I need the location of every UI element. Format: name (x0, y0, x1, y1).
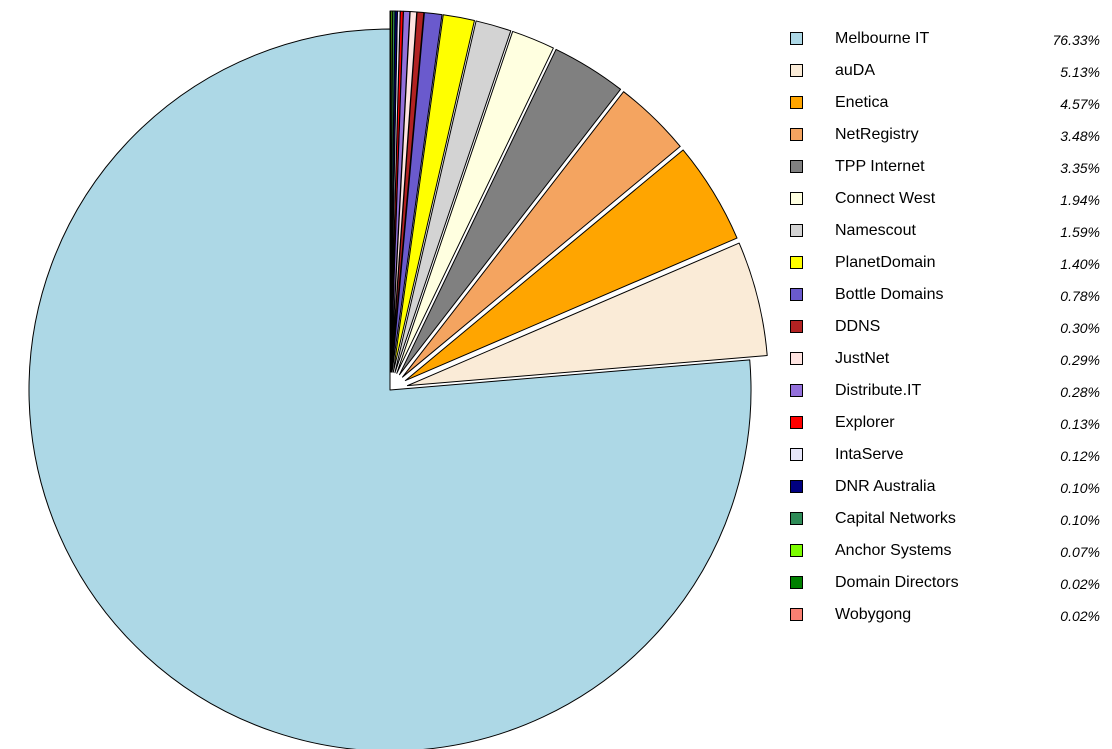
legend-swatch (790, 128, 803, 141)
pie-slice-melbourne-it (28, 28, 752, 749)
legend-percentage: 0.28% (1060, 384, 1100, 400)
legend-swatch (790, 320, 803, 333)
legend-item-planetdomain: PlanetDomain 1.40% (790, 254, 1110, 286)
legend-item-justnet: JustNet 0.29% (790, 350, 1110, 382)
legend-swatch (790, 512, 803, 525)
legend-item-tpp-internet: TPP Internet 3.35% (790, 158, 1110, 190)
legend-label: IntaServe (835, 446, 904, 463)
legend: Melbourne IT 76.33% auDA 5.13% Enetica 4.57% N… (790, 30, 1110, 638)
legend-swatch (790, 384, 803, 397)
legend-item-netregistry: NetRegistry 3.48% (790, 126, 1110, 158)
legend-label: NetRegistry (835, 126, 919, 143)
legend-label: Wobygong (835, 606, 912, 623)
legend-swatch (790, 416, 803, 429)
legend-swatch (790, 576, 803, 589)
legend-label: Capital Networks (835, 510, 956, 527)
legend-label: Anchor Systems (835, 542, 952, 559)
legend-label: TPP Internet (835, 158, 925, 175)
legend-swatch (790, 64, 803, 77)
legend-percentage: 3.35% (1060, 160, 1100, 176)
pie-chart (28, 10, 768, 749)
legend-swatch (790, 288, 803, 301)
legend-item-intaserve: IntaServe 0.12% (790, 446, 1110, 478)
pie-slice-connect-west (396, 30, 554, 374)
legend-swatch (790, 96, 803, 109)
legend-item-explorer: Explorer 0.13% (790, 414, 1110, 446)
legend-label: Melbourne IT (835, 30, 930, 47)
legend-swatch (790, 544, 803, 557)
legend-item-melbourne-it: Melbourne IT 76.33% (790, 30, 1110, 62)
legend-label: DNR Australia (835, 478, 936, 495)
legend-swatch (790, 608, 803, 621)
legend-swatch (790, 224, 803, 237)
pie-slice-namescout (394, 20, 512, 374)
legend-label: Bottle Domains (835, 286, 944, 303)
legend-percentage: 0.13% (1060, 416, 1100, 432)
legend-item-wobygong: Wobygong 0.02% (790, 606, 1110, 638)
legend-item-enetica: Enetica 4.57% (790, 94, 1110, 126)
legend-percentage: 1.40% (1060, 256, 1100, 272)
legend-swatch (790, 448, 803, 461)
legend-label: Namescout (835, 222, 916, 239)
legend-percentage: 4.57% (1060, 96, 1100, 112)
pie-slice-netregistry (402, 91, 681, 378)
legend-item-namescout: Namescout 1.59% (790, 222, 1110, 254)
pie-slice-planetdomain (392, 14, 475, 373)
legend-percentage: 0.02% (1060, 608, 1100, 624)
legend-label: Connect West (835, 190, 936, 207)
legend-swatch (790, 32, 803, 45)
pie-slice-auda (406, 242, 768, 387)
legend-percentage: 0.78% (1060, 288, 1100, 304)
legend-label: DDNS (835, 318, 881, 335)
legend-percentage: 5.13% (1060, 64, 1100, 80)
legend-percentage: 0.29% (1060, 352, 1100, 368)
legend-percentage: 0.07% (1060, 544, 1100, 560)
legend-swatch (790, 480, 803, 493)
legend-label: JustNet (835, 350, 890, 367)
legend-item-dnr-australia: DNR Australia 0.10% (790, 478, 1110, 510)
legend-item-ddns: DDNS 0.30% (790, 318, 1110, 350)
legend-item-auda: auDA 5.13% (790, 62, 1110, 94)
legend-percentage: 0.10% (1060, 480, 1100, 496)
legend-percentage: 1.59% (1060, 224, 1100, 240)
legend-percentage: 76.33% (1052, 32, 1100, 48)
legend-item-domain-directors: Domain Directors 0.02% (790, 574, 1110, 606)
pie-slice-enetica (404, 149, 738, 382)
legend-item-anchor-systems: Anchor Systems 0.07% (790, 542, 1110, 574)
legend-percentage: 0.02% (1060, 576, 1100, 592)
legend-label: Domain Directors (835, 574, 959, 591)
legend-item-connect-west: Connect West 1.94% (790, 190, 1110, 222)
legend-label: Explorer (835, 414, 895, 431)
legend-percentage: 1.94% (1060, 192, 1100, 208)
legend-swatch (790, 352, 803, 365)
legend-item-bottle-domains: Bottle Domains 0.78% (790, 286, 1110, 318)
pie-slice-tpp-internet (398, 48, 622, 376)
legend-label: Enetica (835, 94, 889, 111)
legend-percentage: 0.10% (1060, 512, 1100, 528)
legend-label: PlanetDomain (835, 254, 936, 271)
legend-percentage: 0.12% (1060, 448, 1100, 464)
legend-item-capital-networks: Capital Networks 0.10% (790, 510, 1110, 542)
legend-item-distribute-it: Distribute.IT 0.28% (790, 382, 1110, 414)
pie-slice-bottle-domains (391, 12, 443, 373)
legend-percentage: 3.48% (1060, 128, 1100, 144)
legend-label: Distribute.IT (835, 382, 922, 399)
legend-percentage: 0.30% (1060, 320, 1100, 336)
legend-label: auDA (835, 62, 876, 79)
legend-swatch (790, 160, 803, 173)
legend-swatch (790, 192, 803, 205)
legend-swatch (790, 256, 803, 269)
